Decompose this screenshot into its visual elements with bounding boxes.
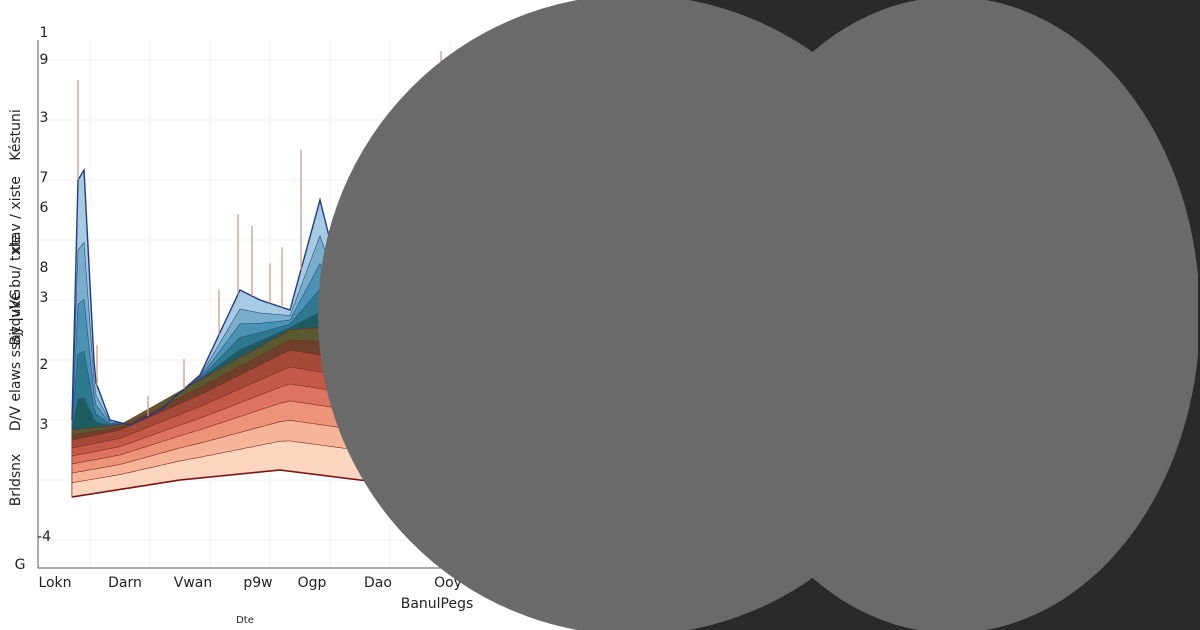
- y-tick-label: 2: [40, 357, 49, 373]
- y-tick-label: 6: [40, 200, 49, 216]
- y-tick-label: 3: [40, 110, 49, 126]
- y-axis-title: Bjtquke bu/ txle: [8, 235, 24, 346]
- x-tick-label: Dao: [364, 575, 392, 591]
- edge: [1198, 0, 1200, 630]
- y-tick-label: -4: [37, 529, 51, 545]
- y-tick-label: G: [15, 557, 26, 573]
- y-tick-label: 8: [40, 260, 49, 276]
- y-axis-title: Késtuni: [8, 109, 24, 161]
- y-axis-title: xtav / xiste: [8, 176, 24, 254]
- x-axis-subtitle: Dte: [236, 615, 254, 626]
- x-axis-title: BanulPegs: [401, 596, 474, 612]
- y-tick-label: 9: [40, 52, 49, 68]
- y-tick-label: 3: [40, 417, 49, 433]
- y-axis-title: D/V elaws ssay lvVG: [8, 289, 24, 431]
- x-tick-label: Ooy: [434, 575, 462, 591]
- y-tick-label: 7: [40, 170, 49, 186]
- x-tick-label: p9w: [243, 575, 272, 591]
- y-tick-label: 1: [40, 25, 49, 41]
- x-tick-label: Lokn: [38, 575, 71, 591]
- x-tick-label: Ogp: [298, 575, 327, 591]
- half-circle: [704, 0, 1200, 630]
- x-tick-label: Vwan: [174, 575, 212, 591]
- y-axis-title: Brldsnx: [8, 454, 24, 507]
- x-tick-label: Darn: [108, 575, 142, 591]
- y-tick-label: 3: [40, 290, 49, 306]
